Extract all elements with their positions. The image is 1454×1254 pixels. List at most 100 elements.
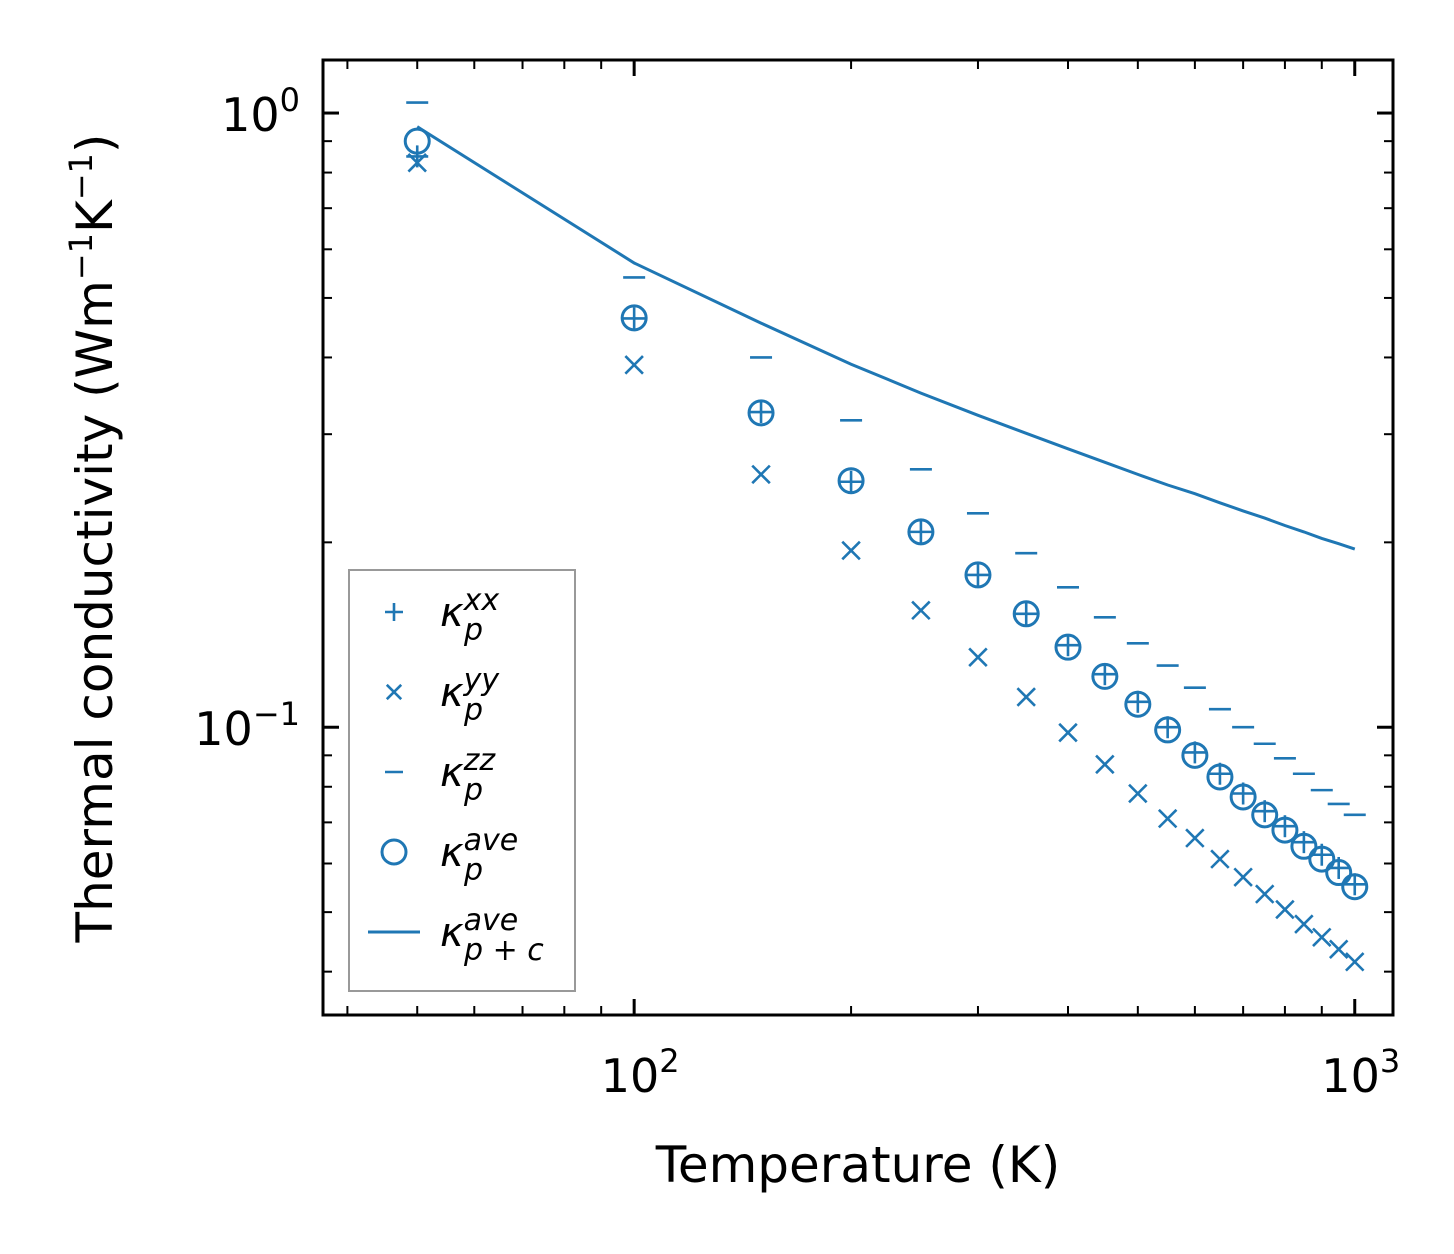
- marker-kave-ring: [964, 561, 992, 589]
- data-point-kxx: [750, 401, 773, 424]
- y-tick-label-base: 10: [221, 88, 280, 142]
- y-tick-label: 10−1: [194, 695, 300, 756]
- legend-label-kpc: κave p + c: [440, 903, 544, 968]
- x-tick-label-base: 10: [1321, 1049, 1380, 1103]
- data-point-kxx: [909, 520, 932, 543]
- data-point-kxx: [1056, 634, 1079, 657]
- data-point-kxx: [1015, 602, 1038, 625]
- legend-item-kave: κave p: [380, 823, 518, 888]
- data-point-kyy: [1095, 754, 1115, 775]
- legend-label-sup: xx: [463, 583, 500, 618]
- marker-kave-ring: [403, 127, 431, 155]
- marker-kyy-b: [407, 153, 427, 173]
- data-point-kyy: [1128, 783, 1148, 804]
- series-kyy: [407, 153, 1365, 972]
- data-point-kyy: [1345, 952, 1365, 972]
- marker-kyy-b: [1058, 722, 1078, 743]
- series-line-kpc: [416, 125, 1356, 551]
- data-point-kave: [1154, 716, 1182, 744]
- y-axis-title: Thermal conductivity (Wm−1K−1): [62, 134, 124, 944]
- legend-marker-kave-ring: [380, 838, 408, 866]
- legend-label-base: κ: [440, 670, 464, 716]
- data-point-kxx: [840, 470, 863, 493]
- marker-kyy-b: [1233, 867, 1253, 887]
- legend-label-sup: yy: [463, 663, 501, 698]
- data-point-kxx: [1126, 690, 1149, 713]
- marker-kyy-b: [1345, 952, 1365, 972]
- data-point-kave: [1206, 763, 1234, 791]
- data-point-kave: [1181, 741, 1209, 769]
- data-point-kyy: [1058, 722, 1078, 743]
- data-point-kyy: [1210, 849, 1230, 869]
- data-point-kyy: [407, 153, 427, 173]
- marker-kyy-b: [1185, 828, 1205, 848]
- y-tick-label: 100: [221, 81, 300, 142]
- data-point-kave: [1308, 845, 1336, 873]
- marker-kave-ring: [1229, 783, 1257, 811]
- marker-kave-ring: [1181, 741, 1209, 769]
- data-point-kyy: [1157, 808, 1178, 829]
- marker-kyy-b: [751, 464, 771, 485]
- data-point-kyy: [1233, 867, 1253, 887]
- series-kave: [403, 127, 1369, 901]
- data-point-kave: [747, 399, 775, 427]
- legend-marker-kave: [380, 838, 408, 866]
- x-tick-label-exp: 2: [659, 1042, 679, 1080]
- marker-kave-ring: [837, 467, 865, 495]
- data-point-kxx: [1156, 716, 1179, 739]
- legend-label-base: κ: [440, 590, 464, 636]
- major-ticks: [323, 60, 1393, 1015]
- legend-label-sup: ave: [464, 903, 519, 938]
- marker-kyy-b: [1294, 914, 1314, 934]
- data-point-kave: [1229, 783, 1257, 811]
- data-point-kave: [403, 127, 431, 155]
- series-kpc: [416, 125, 1356, 551]
- y-axis-title-close: ): [66, 134, 124, 154]
- y-tick-label-exp: 0: [280, 81, 300, 119]
- marker-kyy-b: [968, 647, 988, 667]
- marker-kave-ring: [620, 304, 648, 332]
- data-point-kyy: [1275, 899, 1295, 920]
- data-point-kyy: [1185, 828, 1205, 848]
- data-point-kxx: [966, 563, 989, 586]
- data-point-kxx: [1093, 663, 1116, 686]
- data-point-kyy: [841, 540, 861, 561]
- marker-kyy-b: [1157, 808, 1178, 829]
- marker-kave-ring: [1308, 845, 1336, 873]
- marker-kyy-b: [1095, 754, 1115, 775]
- data-point-kxx: [1183, 741, 1206, 764]
- y-axis-title-exp2: −1: [62, 153, 100, 200]
- marker-kave-ring: [1154, 716, 1182, 744]
- legend-item-kyy: κyy p: [385, 663, 500, 728]
- legend-label-base: κ: [440, 830, 464, 876]
- marker-kyy-b: [1328, 939, 1349, 959]
- y-axis-title-exp1: −1: [62, 233, 100, 280]
- data-point-kave: [1325, 859, 1353, 887]
- legend-marker-kyy: [385, 683, 403, 701]
- marker-kave-ring: [1054, 633, 1082, 661]
- legend-label-sub: p + c: [463, 933, 544, 968]
- marker-kave-ring: [1012, 600, 1040, 628]
- legend-label-kyy: κyy p: [440, 663, 500, 728]
- legend-item-kpc: κave p + c: [368, 903, 544, 968]
- data-point-kyy: [1294, 914, 1314, 934]
- marker-kave-ring: [1251, 801, 1279, 829]
- data-point-kyy: [624, 355, 644, 375]
- marker-kave-ring: [1206, 763, 1234, 791]
- marker-kyy-b: [1016, 687, 1036, 707]
- marker-kave-ring: [1124, 690, 1152, 718]
- legend-label-sup: zz: [463, 743, 497, 778]
- y-axis-title-prefix: Thermal conductivity (Wm: [66, 280, 124, 943]
- data-point-kyy: [751, 464, 771, 485]
- marker-kyy-b: [1255, 884, 1275, 904]
- marker-kyy-b: [1312, 927, 1332, 948]
- marker-kave-ring: [1290, 832, 1318, 860]
- data-point-kave: [964, 561, 992, 589]
- data-point-kave: [1290, 832, 1318, 860]
- marker-kyy-b: [1128, 783, 1148, 804]
- x-tick-label-exp: 3: [1380, 1042, 1400, 1080]
